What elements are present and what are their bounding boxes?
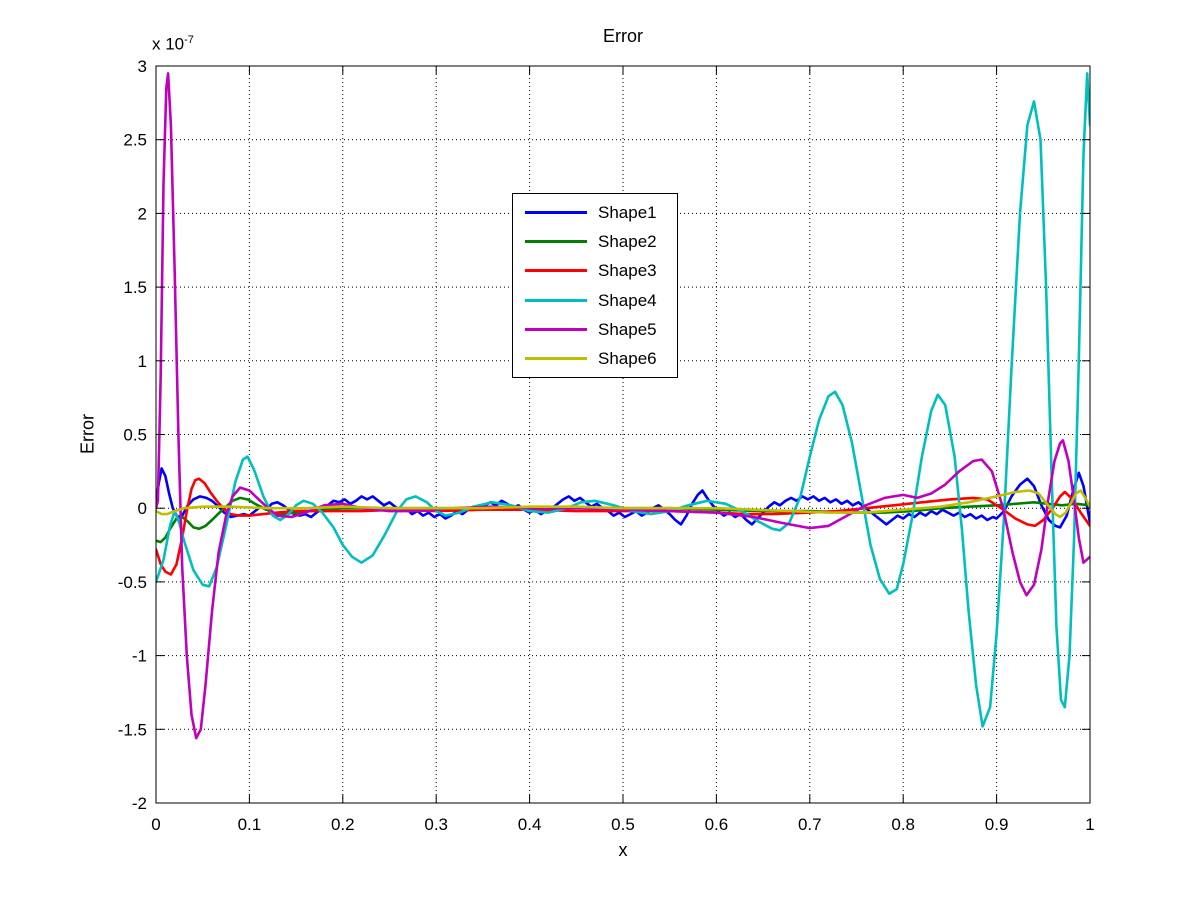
legend: Shape1 Shape2 Shape3 Shape4 Shape5 Shape6 — [512, 193, 678, 378]
y-tick-label: 0 — [138, 499, 147, 518]
y-tick-label: -1.5 — [118, 720, 147, 739]
y-axis-multiplier: x 10-7 — [152, 34, 194, 55]
y-tick-label: -2 — [132, 794, 147, 813]
legend-label: Shape1 — [598, 203, 657, 223]
y-axis-label: Error — [77, 414, 98, 454]
plot-title: Error — [603, 26, 643, 46]
legend-item-shape1[interactable]: Shape1 — [513, 199, 677, 227]
series-line-shape6 — [156, 489, 1090, 519]
legend-label: Shape2 — [598, 232, 657, 252]
x-tick-label: 0.9 — [985, 815, 1009, 834]
y-tick-label: 2.5 — [123, 131, 147, 150]
legend-label: Shape5 — [598, 319, 657, 339]
x-tick-label: 0.5 — [611, 815, 635, 834]
legend-line-sample — [525, 356, 587, 360]
tick-marks — [155, 65, 1091, 804]
legend-line-sample — [525, 211, 587, 215]
y-axis-multiplier-base: x 10 — [152, 34, 185, 54]
legend-line-sample — [525, 327, 587, 331]
x-tick-label: 0.4 — [518, 815, 542, 834]
tick-labels: 0 0.1 0.2 0.3 0.4 0.5 0.6 0.7 0.8 0.9 1 -2 -1.5 -1 -0.… — [118, 57, 1095, 834]
x-tick-label: 0.1 — [238, 815, 262, 834]
x-axis-label: x — [618, 840, 628, 860]
series-line-shape2 — [156, 496, 1090, 544]
grid-lines — [156, 66, 1090, 803]
x-tick-label: 0 — [151, 815, 160, 834]
x-tick-label: 0.2 — [331, 815, 355, 834]
series-line-shape5 — [156, 72, 1090, 740]
x-tick-label: 0.7 — [798, 815, 822, 834]
y-tick-label: 3 — [138, 57, 147, 76]
legend-item-shape2[interactable]: Shape2 — [513, 228, 677, 256]
x-tick-label: 0.8 — [891, 815, 915, 834]
series-line-shape1 — [156, 467, 1090, 529]
y-tick-label: -1 — [132, 647, 147, 666]
legend-label: Shape6 — [598, 348, 657, 368]
legend-label: Shape3 — [598, 261, 657, 281]
legend-item-shape4[interactable]: Shape4 — [513, 286, 677, 314]
y-tick-label: 1.5 — [123, 278, 147, 297]
y-tick-label: -0.5 — [118, 573, 147, 592]
legend-item-shape6[interactable]: Shape6 — [513, 344, 677, 372]
legend-line-sample — [525, 298, 587, 302]
y-axis-multiplier-exponent: -7 — [184, 34, 194, 46]
legend-item-shape5[interactable]: Shape5 — [513, 315, 677, 343]
series-line-shape4 — [156, 72, 1090, 728]
legend-line-sample — [525, 240, 587, 244]
legend-line-sample — [525, 269, 587, 273]
y-tick-label: 2 — [138, 204, 147, 223]
x-tick-label: 0.3 — [424, 815, 448, 834]
legend-item-shape3[interactable]: Shape3 — [513, 257, 677, 285]
y-tick-label: 1 — [138, 352, 147, 371]
legend-label: Shape4 — [598, 290, 657, 310]
x-tick-label: 0.6 — [705, 815, 729, 834]
series-line-shape3 — [156, 477, 1090, 576]
y-tick-label: 0.5 — [123, 426, 147, 445]
x-tick-label: 1 — [1085, 815, 1094, 834]
